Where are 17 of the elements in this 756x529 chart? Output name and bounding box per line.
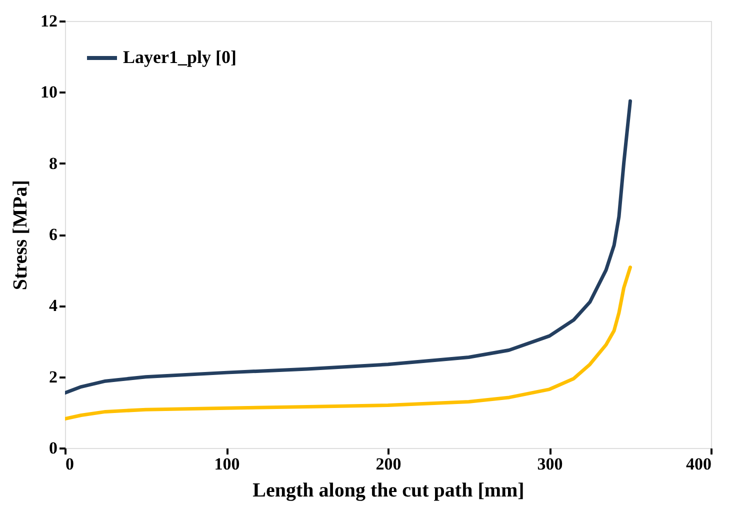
x-tick-label: 300 (537, 454, 563, 474)
y-tick-label: 6 (49, 225, 58, 244)
line-series (65, 265, 632, 421)
y-tick-label: 8 (49, 154, 58, 173)
y-tick-label: 4 (49, 296, 58, 316)
line-series (65, 99, 632, 395)
legend-label: Layer1_ply [0] (123, 47, 236, 67)
y-tick-label: 12 (40, 12, 58, 30)
x-tick-label: 200 (376, 454, 402, 474)
y-tick-label: 10 (40, 82, 58, 102)
y-tick-label: 2 (49, 367, 58, 386)
x-tick-label: 100 (214, 454, 240, 474)
x-axis-title: Length along the cut path [mm] (252, 480, 524, 502)
x-tick-label: 0 (66, 454, 74, 474)
x-tick-label: 400 (686, 454, 712, 474)
y-axis-title: Stress [MPa] (10, 180, 32, 290)
y-tick-label: 0 (49, 438, 58, 458)
